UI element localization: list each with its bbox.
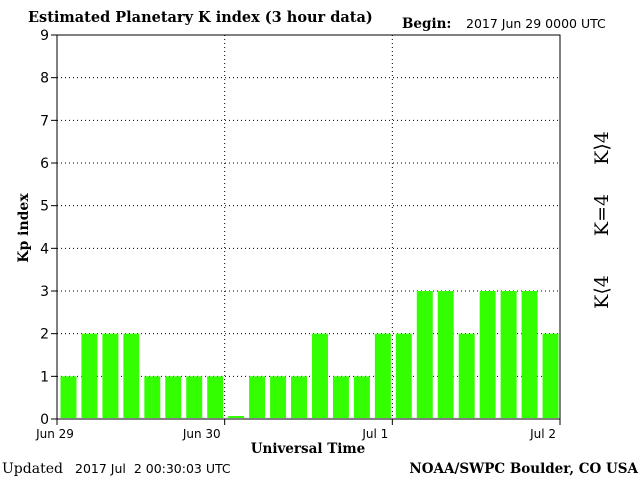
kp-bar — [500, 291, 517, 418]
legend-k-gt-4: K⟩4 — [591, 131, 613, 165]
y-tick-label: 9 — [40, 28, 49, 44]
begin-label: Begin: — [402, 16, 451, 32]
kp-bar — [270, 376, 287, 418]
x-tick-label: Jun 30 — [182, 427, 221, 441]
kp-bar — [332, 376, 349, 418]
kp-bar — [416, 291, 433, 418]
kp-bar — [521, 291, 538, 418]
kp-bar — [458, 333, 475, 418]
kp-bar — [165, 376, 182, 418]
y-tick-label: 6 — [40, 156, 49, 172]
legend-k-lt-4: K⟨4 — [591, 275, 613, 309]
plot-frame — [56, 34, 561, 420]
kp-bar — [312, 333, 328, 418]
x-tick-label: Jul 1 — [361, 427, 388, 441]
kp-bar — [437, 291, 454, 418]
bars — [60, 291, 559, 418]
y-ticks: 0 1 2 3 4 5 6 7 8 9 — [40, 28, 57, 428]
y-tick-label: 5 — [40, 199, 49, 215]
kp-bar — [102, 333, 119, 418]
updated-value: 2017 Jul 2 00:30:03 UTC — [75, 461, 231, 476]
legend-k-eq-4: K=4 — [591, 194, 613, 236]
y-tick-label: 3 — [40, 284, 49, 300]
kp-bar — [81, 333, 98, 418]
updated-label: Updated — [2, 461, 63, 477]
source-credit: NOAA/SWPC Boulder, CO USA — [409, 461, 638, 477]
kp-bar — [374, 333, 391, 418]
kp-bar — [249, 376, 266, 418]
chart-title: Estimated Planetary K index (3 hour data… — [28, 9, 373, 26]
x-axis-label: Universal Time — [251, 441, 366, 457]
kp-bar — [123, 333, 140, 418]
x-ticks: Jun 29 Jun 30 Jul 1 Jul 2 — [35, 419, 561, 441]
kp-bar — [353, 376, 370, 418]
kp-bar — [207, 376, 224, 418]
x-tick-label: Jul 2 — [529, 427, 556, 441]
kp-bar — [60, 376, 77, 418]
y-tick-label: 7 — [40, 113, 49, 129]
y-axis-label: Kp index — [16, 193, 32, 263]
x-tick-label: Jun 29 — [35, 427, 74, 441]
kp-bar — [479, 291, 496, 418]
begin-value: 2017 Jun 29 0000 UTC — [466, 16, 606, 31]
y-tick-label: 8 — [40, 71, 49, 87]
y-tick-label: 1 — [40, 369, 49, 385]
y-tick-label: 0 — [40, 412, 49, 428]
kp-bar — [395, 333, 412, 418]
kp-bar — [144, 376, 161, 418]
y-tick-label: 2 — [40, 327, 49, 343]
kp-bar — [542, 333, 559, 418]
y-tick-label: 4 — [40, 241, 49, 257]
plot-area: 0 1 2 3 4 5 6 7 8 9 Jun 29 Jun 30 Jul 1 Jul 2 — [35, 28, 561, 441]
kp-bar — [186, 376, 203, 418]
kp-bar — [228, 416, 245, 418]
kp-bar — [291, 376, 307, 418]
grid-lines — [57, 34, 560, 419]
